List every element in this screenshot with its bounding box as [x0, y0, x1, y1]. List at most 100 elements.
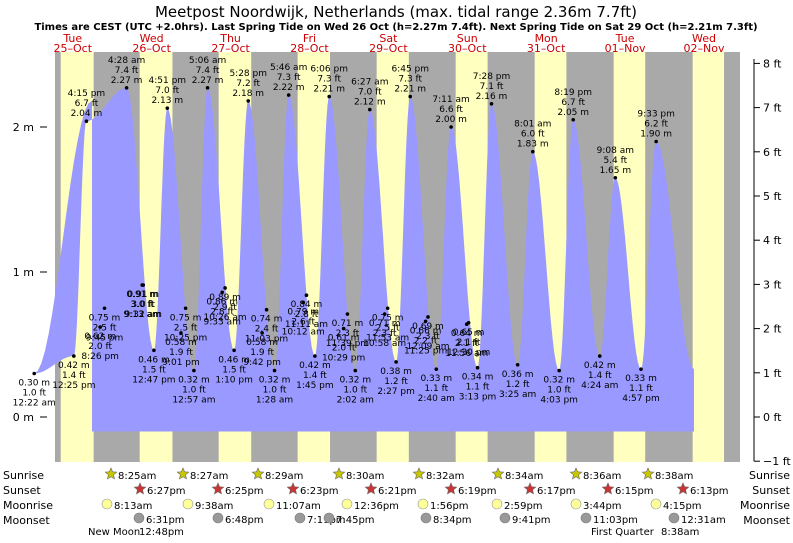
tide-time-label: 9:08 am	[597, 146, 634, 156]
tide-m-label: 1.65 m	[599, 166, 631, 176]
tide-m-label: 2.21 m	[394, 85, 426, 95]
day-of-week-label: Fri	[303, 32, 316, 45]
tide-time-label: 8:19 pm	[554, 88, 592, 98]
tide-time-label: 4:51 pm	[149, 76, 187, 86]
tide-point	[165, 106, 170, 110]
tide-point	[84, 119, 89, 123]
tide-m-label: 0.86 m	[206, 297, 238, 307]
moonrise-row-label-left: Moonrise	[3, 499, 53, 512]
sunrise-icon	[641, 467, 655, 480]
tide-ft-label: 1.1 ft	[629, 384, 653, 394]
moonrise-icon	[570, 498, 582, 510]
tide-point	[489, 102, 494, 106]
tide-time-label: 4:15 pm	[68, 89, 106, 99]
moon-phase-label: New Moon	[88, 527, 140, 538]
moonset-time: 6:31pm	[146, 515, 185, 526]
day-date-label: 27–Oct	[211, 42, 250, 55]
tide-time-label: 1:45 pm	[296, 381, 334, 391]
tide-time-label: 10:58 am	[363, 339, 406, 349]
moonset-time: 7:45pm	[336, 515, 375, 526]
tide-point	[152, 348, 156, 353]
tide-time-label: 11:56 am	[445, 349, 488, 359]
tide-ft-label: 2.4 ft	[255, 325, 279, 335]
moonset-icon	[323, 512, 335, 524]
sunrise-icon	[176, 467, 190, 480]
day-date-label: 26–Oct	[132, 42, 171, 55]
tide-ft-label: 2.3 ft	[336, 329, 360, 339]
tide-time-label: 8:01 am	[514, 120, 551, 130]
tide-ft-label: 1.9 ft	[250, 348, 274, 358]
tide-ft-label: 1.5 ft	[222, 365, 246, 375]
day-of-week-label: Mon	[535, 32, 558, 45]
tide-point	[515, 363, 520, 367]
tide-time-label: 9:42 pm	[243, 358, 281, 368]
tide-point	[183, 306, 188, 311]
tide-point	[246, 99, 251, 103]
tide-time-label: 12:47 pm	[132, 375, 175, 385]
moonrise-time: 2:59pm	[504, 501, 543, 512]
tide-ft-label: 7.1 ft	[480, 82, 504, 92]
tide-m-label: 0.32 m	[543, 376, 575, 386]
tide-point	[341, 326, 346, 331]
moonset-time: 12:31am	[681, 515, 726, 526]
tide-m-label: 0.66 m	[410, 326, 442, 336]
tide-m-label: 2.05 m	[557, 108, 589, 118]
tide-m-label: 0.91 m	[127, 290, 159, 300]
sunrise-time: 8:27am	[190, 471, 228, 482]
sunrise-icon	[104, 467, 118, 480]
tide-m-label: 0.71 m	[369, 319, 401, 329]
tide-ft-label: 2.6 ft	[291, 317, 315, 327]
tide-m-label: 1.83 m	[517, 140, 549, 150]
tide-time-label: 9:33 pm	[637, 110, 675, 120]
tide-time-label: 8:26 pm	[81, 352, 119, 362]
tide-time-label: 5:46 am	[270, 63, 307, 73]
sunset-icon	[133, 482, 147, 495]
tide-time-label: 4:03 pm	[540, 396, 578, 406]
sunset-icon	[211, 482, 225, 495]
tide-m-label: 0.58 m	[165, 338, 197, 348]
tide-time-label: 1:10 pm	[215, 375, 253, 385]
tide-m-label: 0.75 m	[170, 313, 202, 323]
tide-m-label: 2.04 m	[71, 109, 103, 119]
astro-layer: Sunrise Sunrise Sunset Sunset Moonrise Moonri…	[3, 467, 791, 538]
tide-point	[223, 286, 227, 290]
sunset-time: 6:17pm	[537, 486, 576, 497]
y-tick-label-ft: 5 ft	[763, 190, 782, 203]
tide-ft-label: 2.0 ft	[332, 344, 356, 354]
moonset-icon	[133, 512, 145, 524]
tide-ft-label: 2.8 ft	[295, 310, 319, 320]
tide-point	[124, 86, 129, 90]
tide-time-label: 12:57 am	[172, 396, 215, 406]
tide-m-label: 0.46 m	[218, 355, 250, 365]
tide-time-label: 9:13 am	[124, 310, 161, 320]
tide-m-label: 2.27 m	[111, 76, 143, 86]
tide-ft-label: 2.5 ft	[174, 323, 198, 333]
tide-ft-label: 2.1 ft	[457, 338, 481, 348]
tide-point	[475, 365, 480, 370]
tide-m-label: 2.00 m	[435, 115, 467, 125]
tide-point	[220, 290, 224, 295]
tide-m-label: 0.38 m	[380, 367, 412, 377]
tide-point	[32, 371, 37, 376]
sunset-icon	[286, 482, 300, 495]
tide-m-label: 0.62 m	[84, 332, 116, 342]
tide-time-label: 11:03 pm	[245, 335, 288, 345]
tide-time-label: 6:06 pm	[310, 65, 348, 75]
tide-ft-label: 1.5 ft	[142, 365, 166, 375]
moon-phase-time: 12:48pm	[139, 527, 184, 538]
tide-point	[264, 307, 269, 312]
sunrise-time: 8:32am	[426, 471, 464, 482]
tide-point	[345, 312, 350, 316]
tide-time-label: 7:11 am	[432, 95, 469, 105]
tide-point	[571, 117, 576, 122]
tide-ft-label: 6.2 ft	[644, 120, 668, 130]
tide-time-label: 5:06 am	[189, 56, 226, 66]
tide-m-label: 0.42 m	[584, 361, 616, 371]
tide-m-label: 0.46 m	[138, 355, 170, 365]
moonrise-time: 9:38am	[195, 501, 233, 512]
tide-m-label: 0.71 m	[332, 319, 364, 329]
chart-subtitle: Times are CEST (UTC +2.0hrs). Last Sprin…	[34, 22, 757, 33]
tide-ft-label: 3.0 ft	[130, 300, 154, 310]
day-date-label: 25–Oct	[54, 42, 93, 55]
